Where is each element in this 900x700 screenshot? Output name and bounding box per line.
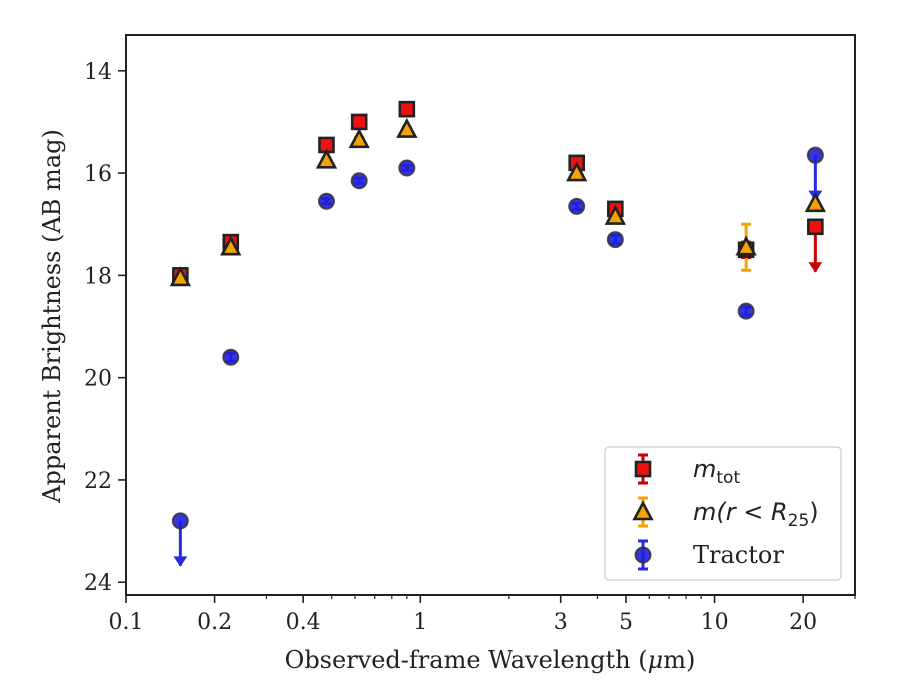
legend-marker-m_tot <box>634 460 652 478</box>
y-tick-label: 14 <box>84 60 112 85</box>
m_r25-point <box>220 235 242 256</box>
tractor-point <box>398 159 416 177</box>
x-tick-label: 0.4 <box>286 610 321 635</box>
tractor-point <box>606 231 624 249</box>
x-tick-label: 5 <box>619 610 633 635</box>
data-markers <box>169 100 827 530</box>
legend: mtot m(r < R25) Tractor <box>604 446 842 581</box>
y-tick-label: 16 <box>84 162 112 187</box>
tractor-point <box>222 348 240 366</box>
x-tick-label: 0.2 <box>197 610 232 635</box>
legend-label-m_r25: m(r < R25) <box>693 498 819 531</box>
y-tick-label: 24 <box>84 571 112 596</box>
upper-limit-arrowhead <box>808 262 823 273</box>
y-tick-label: 22 <box>84 469 112 494</box>
legend-label-m_tot: mtot <box>693 455 740 488</box>
m_r25-point <box>169 266 192 287</box>
upper-limit-arrowhead <box>173 556 188 567</box>
legend-marker-m_r25 <box>632 500 654 521</box>
legend-box <box>604 446 842 581</box>
m_tot-point <box>398 100 416 118</box>
m_r25-point <box>604 204 627 225</box>
tractor-point <box>350 172 368 190</box>
x-tick-label: 3 <box>554 610 568 635</box>
legend-label-tractor: Tractor <box>693 541 784 569</box>
m_r25-point <box>804 191 827 213</box>
y-axis-label: Apparent Brightness (AB mag) <box>38 129 66 504</box>
x-axis-label: Observed-frame Wavelength (μm) <box>285 646 696 674</box>
tractor-point <box>568 197 586 215</box>
m_r25-point <box>566 161 588 182</box>
tractor-point <box>317 192 335 210</box>
x-tick-label: 10 <box>701 610 729 635</box>
m_r25-point <box>396 117 418 138</box>
y-tick-label: 20 <box>84 367 112 392</box>
tractor-point <box>737 302 755 320</box>
x-tick-label: 1 <box>413 610 427 635</box>
x-tick-label: 0.1 <box>109 610 144 635</box>
y-tick-label: 18 <box>84 264 112 289</box>
legend-marker-tractor <box>634 546 652 564</box>
x-tick-label: 20 <box>789 610 817 635</box>
axes: 0.1 0.2 0.4 1 3 5 10 20 14 16 18 20 22 24 <box>84 34 856 635</box>
tractor-point <box>806 146 824 164</box>
plot-frame <box>125 34 856 596</box>
m_r25-point <box>348 128 370 149</box>
m_r25-point <box>315 148 338 169</box>
m_r25-point <box>735 235 757 256</box>
m_tot-point <box>807 218 824 236</box>
m_tot-point <box>350 113 368 131</box>
tractor-point <box>171 512 189 530</box>
